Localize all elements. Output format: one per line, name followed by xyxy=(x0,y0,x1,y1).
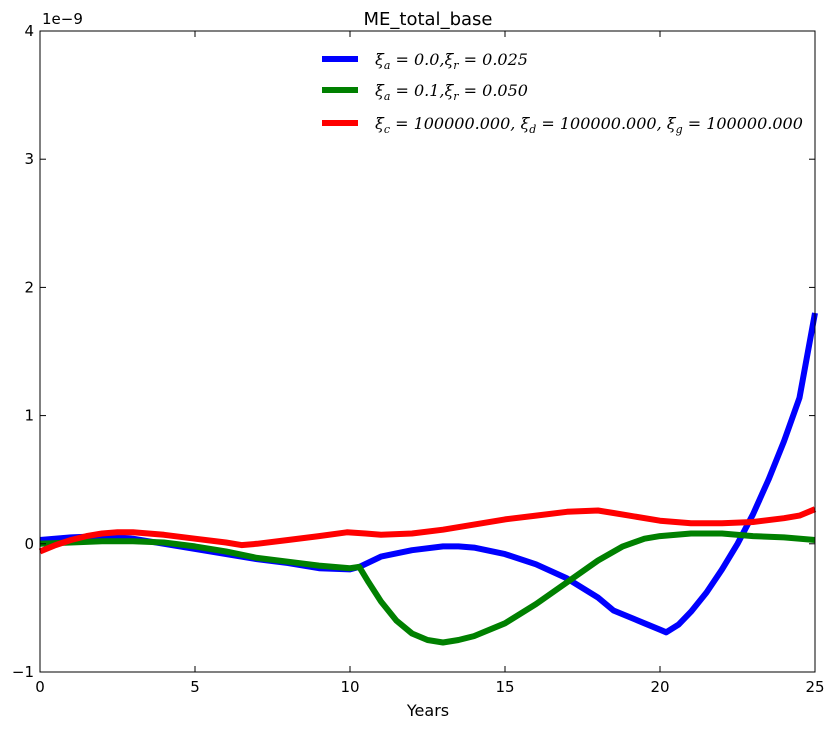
x-tick-label: 10 xyxy=(340,678,359,696)
x-axis: 0 5 10 15 20 25 xyxy=(35,31,825,696)
y-multiplier-label: 1e−9 xyxy=(42,10,83,28)
y-tick-label: 4 xyxy=(24,22,34,40)
x-tick-label: 0 xyxy=(35,678,45,696)
plot-lines xyxy=(38,312,818,646)
y-axis: −1 0 1 2 3 4 xyxy=(12,22,815,681)
y-tick-label: 1 xyxy=(24,407,34,425)
series-line-3 xyxy=(38,506,817,555)
legend: ξa = 0.0,ξr = 0.025 ξa = 0.1,ξr = 0.050 … xyxy=(322,50,803,136)
legend-label-2: ξa = 0.1,ξr = 0.050 xyxy=(375,81,528,103)
x-tick-label: 5 xyxy=(190,678,200,696)
legend-entry-3: ξc = 100000.000, ξd = 100000.000, ξg = 1… xyxy=(322,114,803,136)
y-tick-label: 3 xyxy=(24,150,34,168)
y-tick-label: 2 xyxy=(24,278,34,296)
plot-frame xyxy=(39,30,816,673)
legend-label-3: ξc = 100000.000, ξd = 100000.000, ξg = 1… xyxy=(375,114,803,136)
series-line-1 xyxy=(39,312,818,636)
legend-entry-2: ξa = 0.1,ξr = 0.050 xyxy=(322,81,528,103)
x-tick-label: 15 xyxy=(495,678,514,696)
x-tick-label: 20 xyxy=(650,678,669,696)
y-tick-label: 0 xyxy=(24,535,34,553)
legend-label-1: ξa = 0.0,ξr = 0.025 xyxy=(375,50,528,72)
chart-title: ME_total_base xyxy=(364,9,493,30)
x-tick-label: 25 xyxy=(805,678,824,696)
x-axis-title: Years xyxy=(406,701,449,720)
series-line-2 xyxy=(39,530,816,646)
legend-entry-1: ξa = 0.0,ξr = 0.025 xyxy=(322,50,528,72)
y-tick-label: −1 xyxy=(12,663,34,681)
